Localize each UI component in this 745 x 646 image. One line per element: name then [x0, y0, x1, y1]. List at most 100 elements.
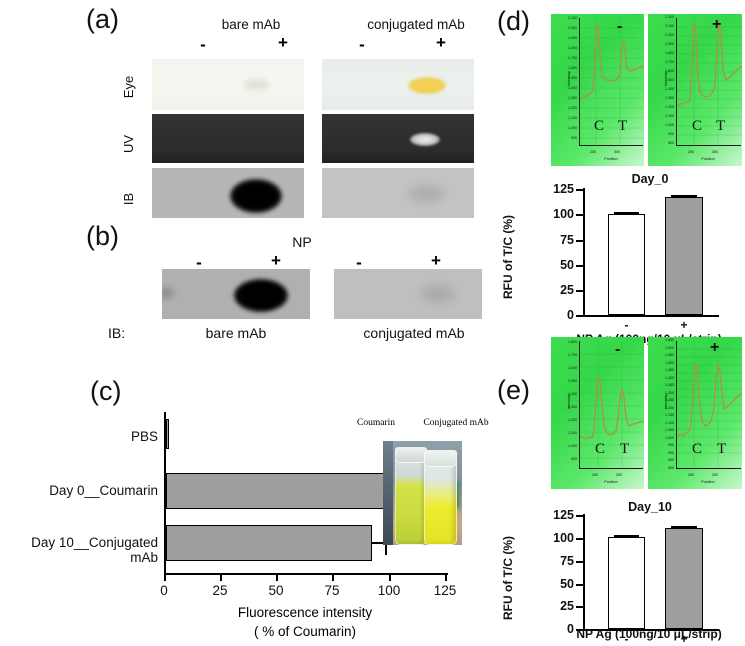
- panel-a-sign-minus-2: -: [359, 35, 365, 54]
- ytick: 1,600: [568, 366, 577, 370]
- ytick: 1,700: [665, 60, 674, 64]
- panel-d-barchart-ylabel-wrap: RFU of T/C (%): [498, 200, 518, 310]
- panel-e-bar-minus: [608, 537, 645, 629]
- panel-e-barchart-xlabel-text: NP Ag (100ng/10 μL/strip): [576, 627, 722, 641]
- panel-e-chromatogram-plus-xtick-300: 300: [711, 473, 719, 477]
- panel-c-bar-day0-coumarin: [166, 473, 390, 509]
- ytick: 1,250: [665, 398, 674, 402]
- ytick: 1,100: [665, 420, 674, 425]
- panel-e-chromatogram-plus: + C T Intensity Position 250 300 1,650 1…: [648, 337, 742, 489]
- panel-c-xaxis-title: Fluorescence intensity: [237, 605, 373, 620]
- ytick: 1,550: [665, 353, 674, 357]
- panel-a-row-label-eye: Eye: [121, 75, 136, 99]
- ytick: 1,600: [665, 69, 674, 73]
- ib-edge-smudge: [162, 287, 174, 299]
- ytick: 1,050: [665, 428, 674, 432]
- panel-d-chromatogram-minus: - C T Intensity Position 250 300 2,100 2…: [551, 14, 644, 166]
- panel-d-chromatogram-plus-xlabel: Position: [701, 157, 715, 161]
- ytick: 800: [668, 465, 674, 470]
- panel-e-ytick-75: [576, 561, 584, 563]
- panel-b-blot-conjugated: [334, 269, 482, 319]
- ytick: 850: [668, 458, 674, 462]
- panel-c-x-axis: [164, 573, 448, 576]
- panel-d-chromatogram-minus-xtick-250: 250: [589, 150, 597, 154]
- panel-b-ib-prefix: IB:: [108, 325, 126, 341]
- panel-d-yticklabel-100: 100: [553, 207, 574, 221]
- panel-a-sign-plus-2: +: [436, 33, 446, 52]
- panel-a-letter: (a): [86, 4, 119, 34]
- panel-d-ytick-0: [576, 315, 584, 317]
- ytick: 900: [571, 136, 577, 140]
- panel-d-barchart-y-axis: [583, 188, 585, 317]
- panel-c-category-label-pbs: PBS: [130, 429, 158, 444]
- panel-c-xtick-25: [220, 573, 222, 581]
- ytick: 1,450: [665, 368, 674, 372]
- ytick: 1,300: [568, 96, 577, 100]
- ib-dark-spot: [230, 179, 282, 213]
- panel-c-bar-pbs: [166, 419, 169, 449]
- panel-a-row-label-uv: UV: [121, 134, 136, 154]
- ytick: 1,600: [568, 66, 577, 70]
- panel-e-errorbar-minus: [614, 535, 639, 537]
- ytick: 1,800: [665, 51, 674, 55]
- panel-d-barchart-title: Day_0: [631, 172, 669, 186]
- panel-c-y-axis: [164, 412, 167, 574]
- uv-background-gradient: [322, 114, 474, 163]
- ytick: 1,100: [665, 114, 674, 118]
- panel-d-bar-plus: [665, 197, 703, 315]
- panel-d-yticklabel-25: 25: [560, 283, 574, 297]
- ytick: 2,200: [665, 15, 674, 19]
- ytick: 1,150: [665, 413, 674, 417]
- panel-e-chromatogram-minus-xtick-300: 300: [615, 473, 623, 477]
- photo-bg-left-strip: [383, 441, 393, 545]
- panel-c-xtick-0: [164, 573, 166, 581]
- panel-c-letter: (c): [90, 376, 122, 406]
- ytick: 1,400: [665, 87, 674, 91]
- panel-c-xticklabel-125: 125: [433, 583, 457, 598]
- ytick: 1,350: [665, 383, 674, 387]
- panel-c-inset-label-coumarin: Coumarin: [357, 418, 395, 428]
- panel-d-ytick-50: [576, 265, 584, 267]
- ytick: 1,200: [568, 418, 577, 422]
- plot-frame: [579, 18, 644, 146]
- panel-c-xticklabel-100: 100: [377, 583, 401, 598]
- panel-a-row-label-ib: IB: [121, 192, 136, 206]
- panel-e-barchart-y-axis: [583, 514, 585, 631]
- panel-c-xticklabel-50: 50: [268, 583, 284, 598]
- panel-d-barchart-x-axis: [583, 315, 719, 317]
- ytick: 1,500: [568, 76, 577, 80]
- panel-a-sign-plus-1: +: [278, 33, 288, 52]
- panel-d-chromatogram-plus-peak-c: C: [692, 118, 703, 134]
- panel-b-blot-bare: [162, 269, 310, 319]
- panel-b-col-label-bare: bare mAb: [205, 325, 267, 341]
- panel-a-blot-eye-conjugated: [322, 59, 474, 110]
- panel-a-sign-minus-1: -: [200, 35, 206, 54]
- panel-e-chromatogram-plus-peak-c: C: [692, 441, 703, 457]
- panel-e-chromatogram-minus-yticks: 1,800 1,700 1,600 1,500 1,400 1,300 1,20…: [551, 340, 577, 471]
- panel-d-xticklabel-minus: -: [624, 318, 629, 332]
- panel-e-errorbar-plus: [671, 526, 697, 528]
- panel-d-chromatogram-plus-sign: +: [712, 16, 722, 33]
- panel-c-xtick-50: [276, 573, 278, 581]
- ytick: 1,200: [665, 105, 674, 109]
- ytick: 1,900: [568, 36, 577, 40]
- uv-background-gradient: [152, 114, 304, 163]
- panel-b-sign-plus-1: +: [271, 251, 281, 270]
- panel-e-chromatogram-plus-xlabel: Position: [701, 480, 715, 484]
- ytick: 2,000: [665, 33, 674, 37]
- uv-bright-spot: [410, 133, 440, 146]
- ytick: 1,650: [665, 338, 674, 342]
- faint-spot: [244, 79, 270, 90]
- panel-c-xtick-75: [332, 573, 334, 581]
- plot-frame: [579, 341, 644, 469]
- ytick: 1,800: [568, 46, 577, 50]
- panel-d-errorbar-plus: [671, 195, 697, 197]
- ytick: 1,700: [568, 56, 577, 60]
- panel-a-blot-ib-conjugated: [322, 168, 474, 218]
- panel-a-col-header-conjugated: conjugated mAb: [367, 17, 465, 32]
- panel-e-ytick-50: [576, 584, 584, 586]
- ytick: 1,000: [568, 444, 577, 448]
- cuvette-coumarin-cap: [395, 447, 427, 463]
- panel-d-chromatogram-plus: + C T Intensity Position 250 300 2,200 2…: [648, 14, 742, 166]
- panel-e-chromatogram-plus-peak-t: T: [717, 441, 727, 457]
